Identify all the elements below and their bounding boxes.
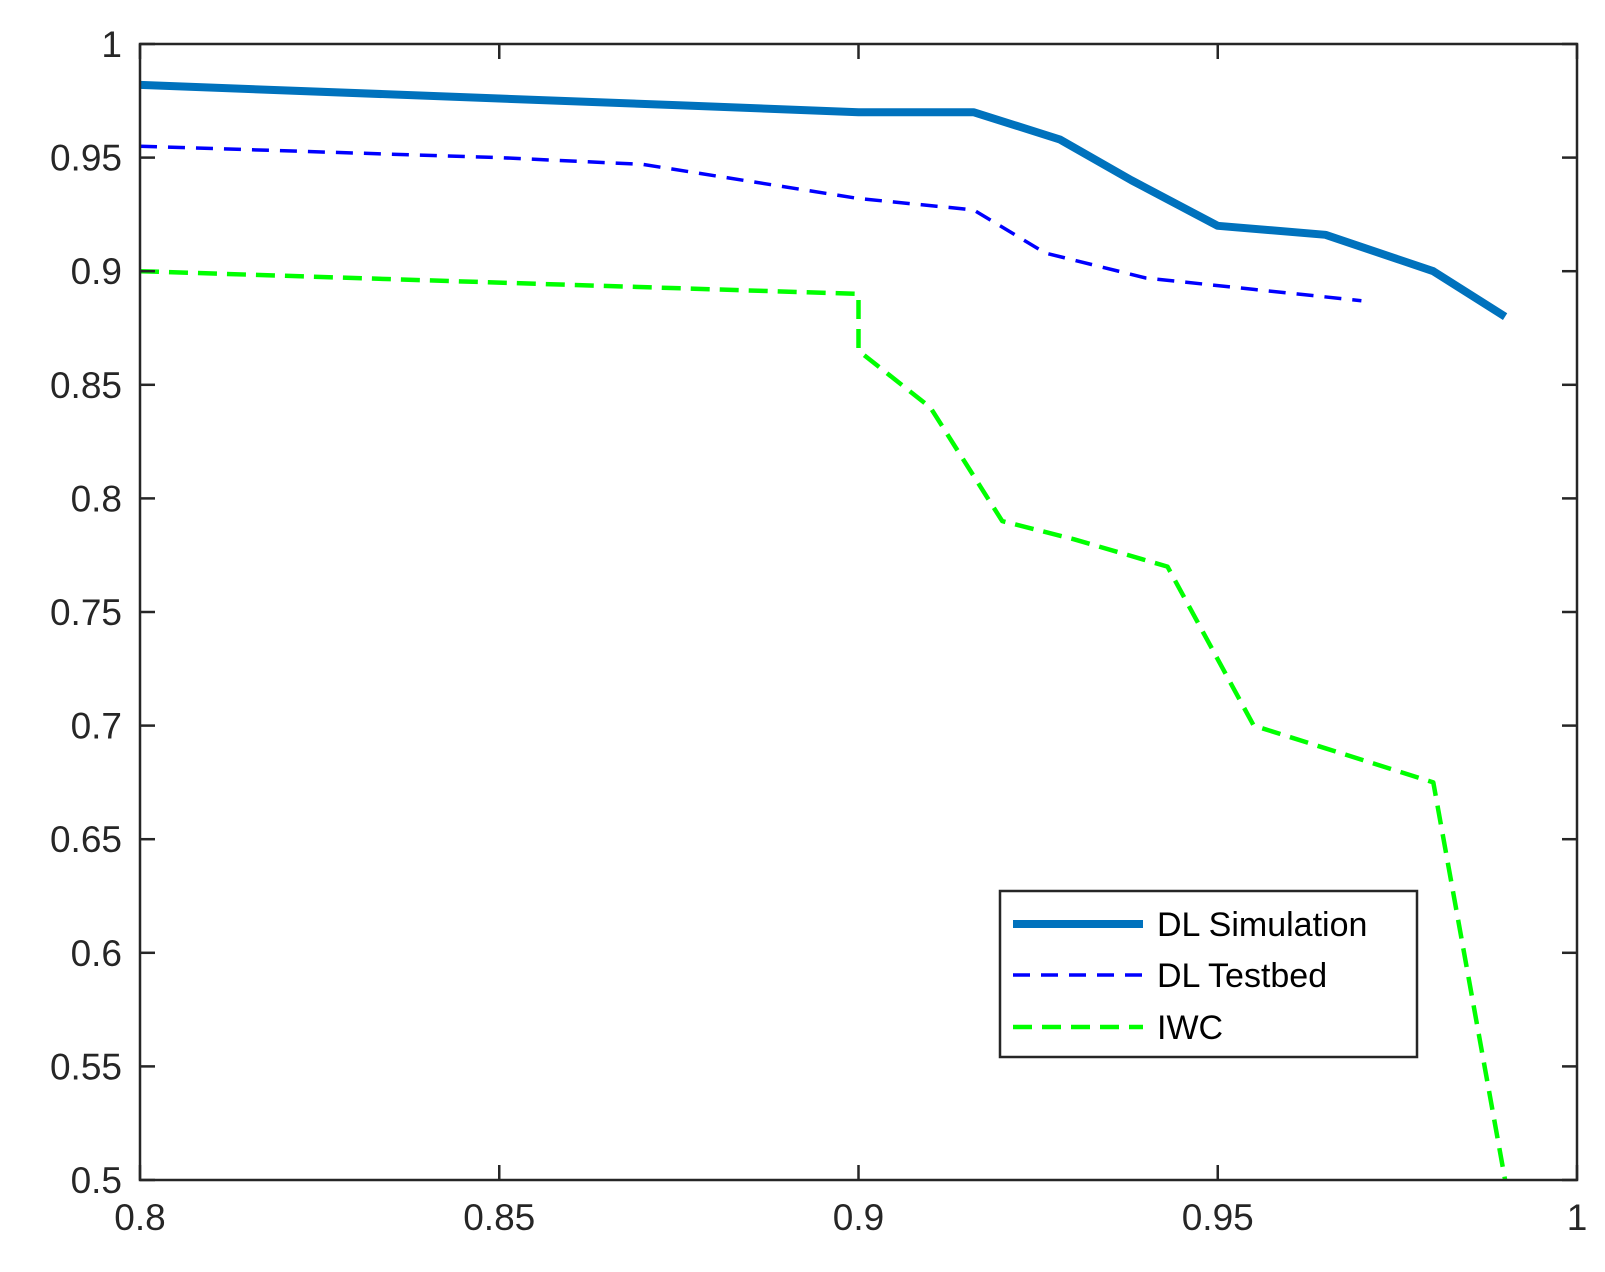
y-tick-label: 0.95 xyxy=(50,138,122,179)
y-tick-label: 0.75 xyxy=(50,592,122,633)
y-tick-label: 0.9 xyxy=(71,251,122,292)
series-line-dl-simulation xyxy=(139,80,1508,320)
y-tick-label: 1 xyxy=(101,24,122,65)
y-tick-label: 0.5 xyxy=(71,1160,122,1201)
legend-label-iwc: IWC xyxy=(1157,1009,1223,1047)
y-tick-label: 0.55 xyxy=(50,1046,122,1087)
x-tick-label: 0.85 xyxy=(463,1197,535,1238)
series-line-dl-testbed xyxy=(139,144,1362,303)
x-tick-label: 0.9 xyxy=(833,1197,884,1238)
x-tick-label: 0.8 xyxy=(114,1197,165,1238)
y-tick-label: 0.85 xyxy=(50,365,122,406)
legend: DL Simulation DL Testbed IWC xyxy=(998,889,1419,1059)
series-layer xyxy=(139,80,1508,1181)
legend-label-dl-testbed: DL Testbed xyxy=(1157,957,1327,995)
x-tick-label: 1 xyxy=(1567,1197,1588,1238)
y-tick-label: 0.7 xyxy=(71,706,122,747)
x-tick-label: 0.95 xyxy=(1182,1197,1254,1238)
y-tick-label: 0.65 xyxy=(50,819,122,860)
tick-layer: 0.8 0.85 0.9 0.95 1 0.5 0.55 0.6 0.65 0.7 0.75 0.8 0… xyxy=(50,24,1587,1238)
y-tick-label: 0.8 xyxy=(71,478,122,519)
y-tick-label: 0.6 xyxy=(71,933,122,974)
legend-label-dl-simulation: DL Simulation xyxy=(1157,906,1367,944)
plot-frame xyxy=(138,42,1579,1182)
